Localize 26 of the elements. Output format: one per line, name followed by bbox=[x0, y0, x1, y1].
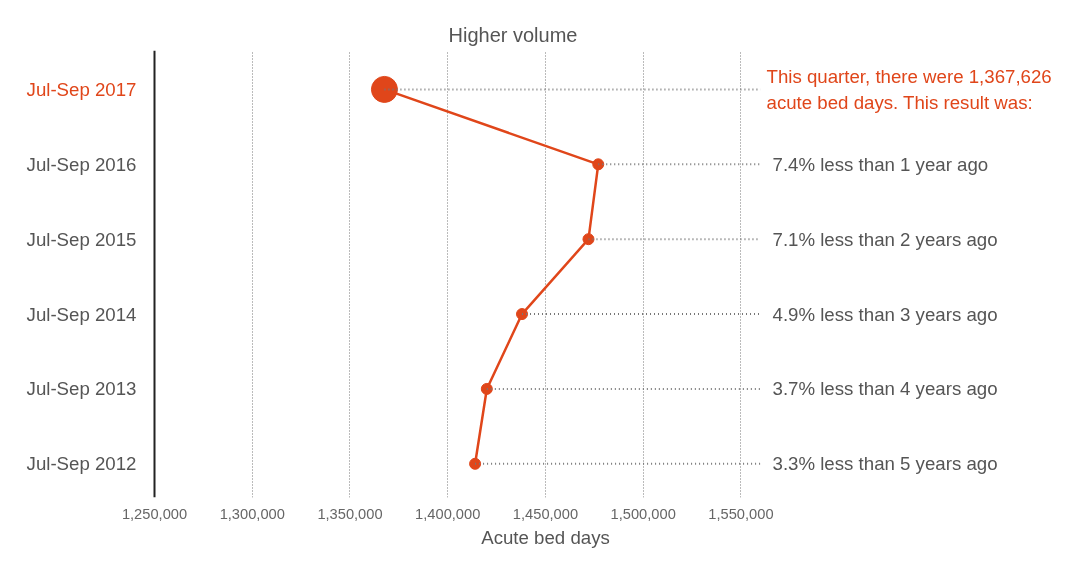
annotation: 7.1% less than 2 years ago bbox=[772, 228, 998, 250]
annotation: 7.4% less than 1 year ago bbox=[772, 153, 989, 175]
point bbox=[592, 158, 605, 171]
y-tick-label: Jul-Sep 2015 bbox=[26, 228, 137, 250]
text: Higher volume bbox=[448, 23, 578, 46]
point bbox=[582, 233, 595, 246]
annotation: 3.3% less than 5 years ago bbox=[772, 453, 998, 475]
y-tick-label: Jul-Sep 2016 bbox=[26, 153, 137, 175]
annotation: 4.9% less than 3 years ago bbox=[772, 303, 998, 325]
x-axis-title: Acute bed days bbox=[481, 526, 610, 548]
annotation: 3.7% less than 4 years ago bbox=[772, 378, 998, 400]
x-tick-label: 1,300,000 bbox=[219, 505, 285, 522]
y-tick-label: Jul-Sep 2013 bbox=[26, 378, 137, 400]
y-tick-label: Jul-Sep 2014 bbox=[26, 303, 137, 325]
point bbox=[516, 308, 529, 321]
y-tick-label: Jul-Sep 2012 bbox=[26, 453, 137, 475]
y-tick-label: Jul-Sep 2017 bbox=[26, 78, 137, 100]
x-tick-label: 1,400,000 bbox=[415, 505, 481, 522]
x-tick-label: 1,550,000 bbox=[708, 505, 774, 522]
x-tick-label: 1,250,000 bbox=[121, 505, 188, 522]
annotation: This quarter, there were 1,367,626 acute bed days. This result was: bbox=[766, 66, 1052, 113]
point bbox=[480, 382, 493, 395]
x-tick-label: 1,450,000 bbox=[512, 505, 579, 522]
x-tick-label: 1,350,000 bbox=[317, 505, 383, 522]
x-tick-label: 1,500,000 bbox=[610, 505, 676, 522]
point bbox=[469, 457, 482, 470]
